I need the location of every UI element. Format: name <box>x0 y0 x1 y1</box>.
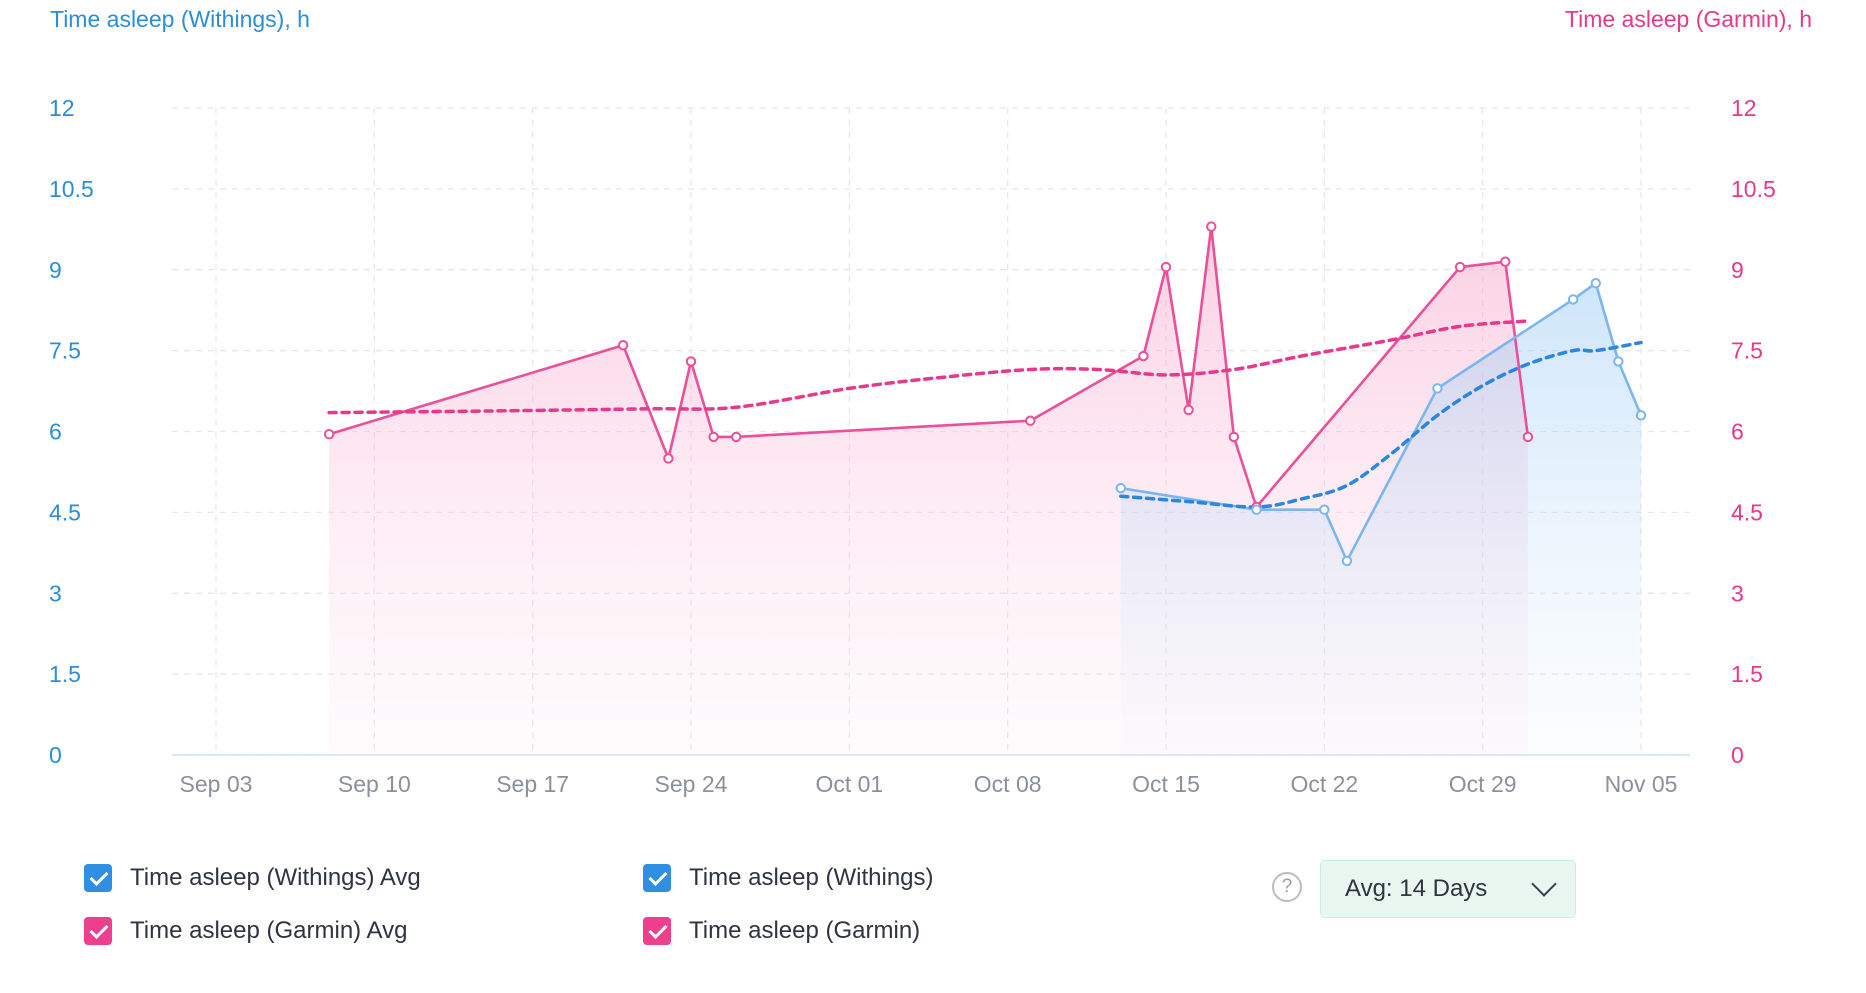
data-point <box>1454 261 1466 273</box>
x-tick-label: Oct 22 <box>1290 771 1358 797</box>
checkbox-checked-icon[interactable] <box>643 864 671 892</box>
data-point <box>708 431 719 443</box>
data-point <box>1160 261 1172 273</box>
y-left-tick-label: 3 <box>49 580 62 606</box>
data-point <box>685 356 697 367</box>
y-left-tick-label: 1.5 <box>49 661 81 687</box>
legend-label: Time asleep (Garmin) Avg <box>130 917 408 944</box>
y-left-tick-label: 10.5 <box>49 176 94 202</box>
data-point <box>1567 294 1579 305</box>
y-right-tick-label: 7.5 <box>1731 338 1763 364</box>
help-icon[interactable]: ? <box>1272 872 1302 902</box>
data-point <box>1341 555 1353 567</box>
legend-label: Time asleep (Garmin) <box>689 917 921 944</box>
data-point <box>1025 415 1036 426</box>
average-period-label: Avg: 14 Days <box>1345 875 1488 902</box>
checkbox-checked-icon[interactable] <box>643 917 671 945</box>
data-point <box>1206 221 1217 232</box>
y-right-tick-label: 10.5 <box>1731 176 1776 202</box>
series-markers <box>323 221 1647 567</box>
withings-area <box>1120 283 1641 755</box>
right-axis-title: Time asleep (Garmin), h <box>1564 6 1812 32</box>
series-line <box>327 319 1530 415</box>
data-point <box>1500 256 1511 267</box>
data-point <box>663 453 674 464</box>
x-tick-label: Oct 08 <box>974 771 1042 797</box>
y-right-tick-label: 9 <box>1731 257 1744 283</box>
y-left-tick-label: 0 <box>49 742 62 768</box>
legend-garmin[interactable]: Time asleep (Garmin) <box>643 917 920 945</box>
x-tick-label: Sep 24 <box>655 771 728 797</box>
data-point <box>1115 482 1126 494</box>
legend-withings-avg[interactable]: Time asleep (Withings) Avg <box>84 864 421 892</box>
x-tick-label: Nov 05 <box>1605 771 1678 797</box>
checkbox-checked-icon[interactable] <box>84 917 112 945</box>
legend-garmin-avg[interactable]: Time asleep (Garmin) Avg <box>84 917 407 945</box>
y-left-tick-label: 4.5 <box>49 499 81 525</box>
legend-label: Time asleep (Withings) Avg <box>130 864 421 891</box>
data-point <box>731 431 742 443</box>
data-point <box>1319 504 1330 515</box>
x-tick-label: Sep 03 <box>180 771 253 797</box>
y-left-tick-label: 7.5 <box>49 338 81 364</box>
legend-label: Time asleep (Withings) <box>689 864 934 891</box>
checkbox-checked-icon[interactable] <box>84 864 112 892</box>
x-tick-label: Oct 15 <box>1132 771 1200 797</box>
y-right-tick-label: 0 <box>1731 742 1744 768</box>
y-right-tick-label: 4.5 <box>1731 499 1763 525</box>
data-point <box>1590 278 1601 289</box>
data-point <box>1138 350 1149 362</box>
x-tick-label: Sep 10 <box>338 771 411 797</box>
average-period-dropdown[interactable]: Avg: 14 Days <box>1320 860 1576 918</box>
axis-ticks: 0 0 1.5 1.5 3 3 4.5 4.5 6 6 7.5 7.5 9 9 10.5 10.5 12 12 Se… <box>49 95 1776 797</box>
x-tick-label: Oct 29 <box>1449 771 1517 797</box>
data-point <box>1251 504 1262 515</box>
legend-withings[interactable]: Time asleep (Withings) <box>643 864 934 892</box>
data-point <box>617 340 629 351</box>
series-line <box>1119 340 1643 509</box>
data-point <box>1522 431 1534 443</box>
data-point <box>1635 410 1647 421</box>
y-right-tick-label: 3 <box>1731 580 1744 606</box>
y-right-tick-label: 1.5 <box>1731 661 1763 687</box>
area-fills <box>329 226 1641 755</box>
chevron-down-icon <box>1531 871 1557 897</box>
y-right-tick-label: 12 <box>1731 95 1757 121</box>
y-left-tick-label: 6 <box>49 419 62 445</box>
y-right-tick-label: 6 <box>1731 419 1744 445</box>
data-point <box>1228 431 1240 443</box>
x-tick-label: Sep 17 <box>496 771 569 797</box>
data-point <box>1183 404 1194 416</box>
y-left-tick-label: 12 <box>49 95 75 121</box>
data-point <box>323 428 335 440</box>
y-left-tick-label: 9 <box>49 257 62 283</box>
data-point <box>1432 383 1443 394</box>
left-axis-title: Time asleep (Withings), h <box>50 6 310 32</box>
x-tick-label: Oct 01 <box>815 771 883 797</box>
data-point <box>1613 356 1624 367</box>
series-lines <box>327 225 1643 563</box>
